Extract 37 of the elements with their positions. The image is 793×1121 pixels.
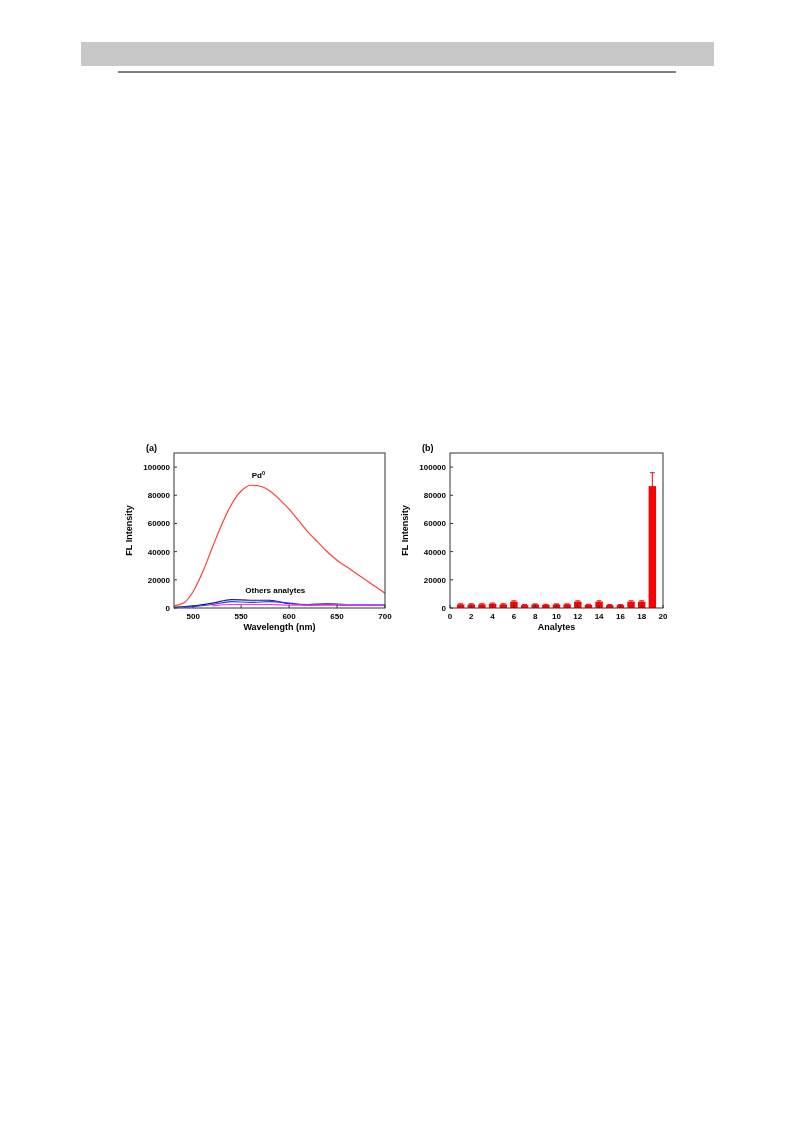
y-tick-label: 20000 xyxy=(147,575,171,585)
annotation: Others analytes xyxy=(245,585,306,595)
y-tick-label: 60000 xyxy=(423,519,447,529)
y-tick-label: 100000 xyxy=(143,463,171,473)
y-tick-label: 60000 xyxy=(147,519,171,529)
x-tick-label: 14 xyxy=(594,612,605,621)
x-tick-label: 2 xyxy=(469,612,475,621)
y-axis-title: FL Intensity xyxy=(400,505,410,556)
line-series xyxy=(174,484,385,607)
y-tick-label: 100000 xyxy=(419,463,447,473)
y-tick-label: 80000 xyxy=(147,491,171,501)
x-tick-label: 650 xyxy=(330,612,345,621)
x-tick-label: 4 xyxy=(490,612,496,621)
y-tick-label: 0 xyxy=(165,604,171,613)
x-tick-label: 10 xyxy=(552,612,562,621)
x-axis-title: Wavelength (nm) xyxy=(243,622,316,632)
x-tick-label: 8 xyxy=(532,612,538,621)
y-tick-label: 0 xyxy=(441,604,447,613)
y-tick-label: 80000 xyxy=(423,491,447,501)
x-tick-label: 600 xyxy=(282,612,297,621)
y-tick-label: 40000 xyxy=(147,547,171,557)
y-tick-label: 20000 xyxy=(423,575,447,585)
chart-title: (b) xyxy=(422,443,434,453)
x-tick-label: 6 xyxy=(511,612,517,621)
x-tick-label: 700 xyxy=(378,612,393,621)
x-tick-label: 18 xyxy=(637,612,647,621)
x-tick-label: 550 xyxy=(234,612,249,621)
x-tick-label: 12 xyxy=(573,612,583,621)
annotation: Pd$^{0}$ xyxy=(251,469,266,480)
x-axis-title: Analytes xyxy=(537,622,576,632)
x-tick-label: 20 xyxy=(658,612,668,621)
chart-title: (a) xyxy=(146,443,157,453)
x-tick-label: 500 xyxy=(186,612,201,621)
y-tick-label: 40000 xyxy=(423,547,447,557)
x-tick-label: 16 xyxy=(615,612,626,621)
x-tick-label: 0 xyxy=(447,612,453,621)
y-axis-title: FL Intensity xyxy=(124,505,134,556)
